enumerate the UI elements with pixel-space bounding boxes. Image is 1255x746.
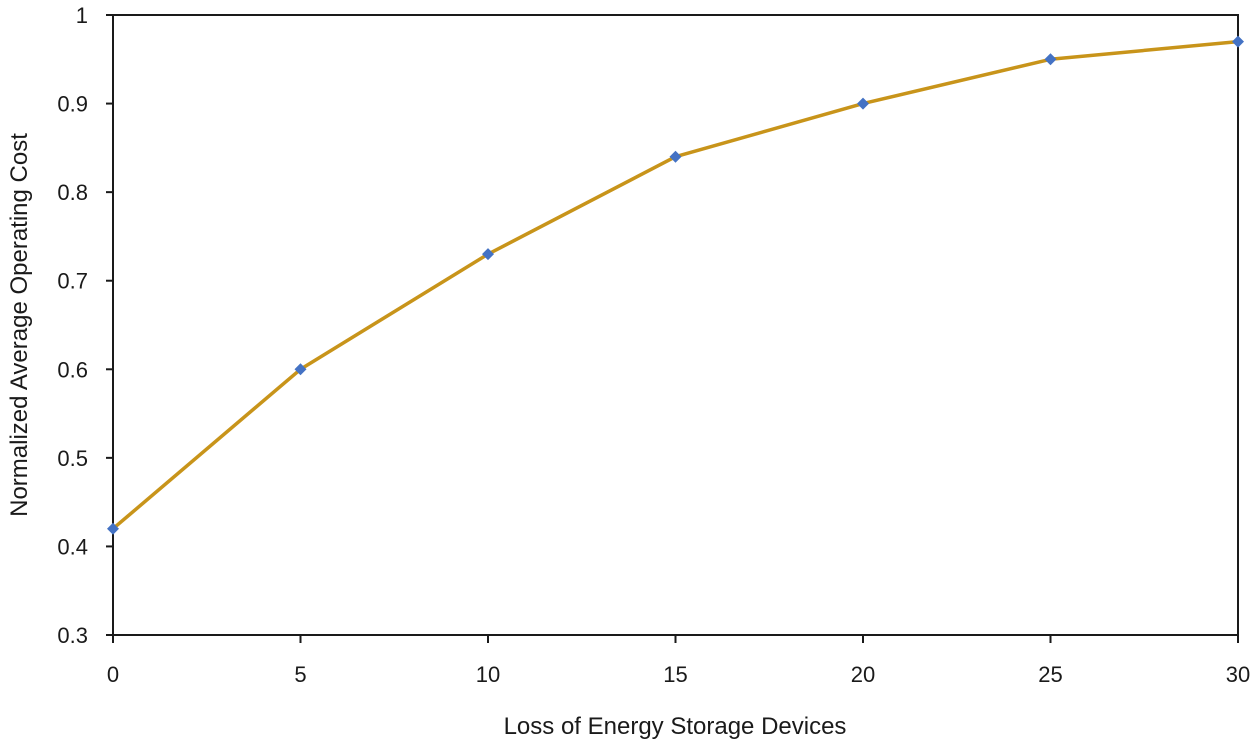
data-point-marker [1232,35,1244,48]
data-point-marker [107,522,119,535]
data-point-marker [294,363,307,376]
x-tick-label: 25 [1038,662,1062,687]
y-tick-label: 0.5 [57,446,88,471]
y-tick-label: 0.9 [57,92,88,117]
data-point-marker [857,97,869,110]
y-tick-label: 0.8 [57,180,88,205]
x-tick-label: 30 [1226,662,1250,687]
data-point-marker [1044,53,1057,66]
x-tick-label: 10 [476,662,500,687]
x-axis-label: Loss of Energy Storage Devices [504,713,847,740]
x-axis-ticks: 0 5 10 15 20 25 30 [107,635,1250,687]
x-tick-label: 0 [107,662,119,687]
y-tick-label: 0.3 [57,623,88,648]
y-tick-label: 0.4 [57,534,88,559]
y-tick-label: 1 [76,3,88,28]
x-tick-label: 5 [294,662,306,687]
y-axis-label: Normalized Average Operating Cost [6,133,33,517]
y-tick-label: 0.6 [57,357,88,382]
x-tick-label: 20 [851,662,875,687]
data-point-marker [482,248,494,261]
plot-frame [112,14,1239,636]
x-tick-label: 15 [663,662,687,687]
data-point-marker [669,150,682,163]
series-line [111,39,1239,531]
y-axis-ticks: 0.3 0.4 0.5 0.6 0.7 0.8 0.9 1 [57,3,113,648]
y-tick-label: 0.7 [57,269,88,294]
series-layer [107,35,1244,535]
